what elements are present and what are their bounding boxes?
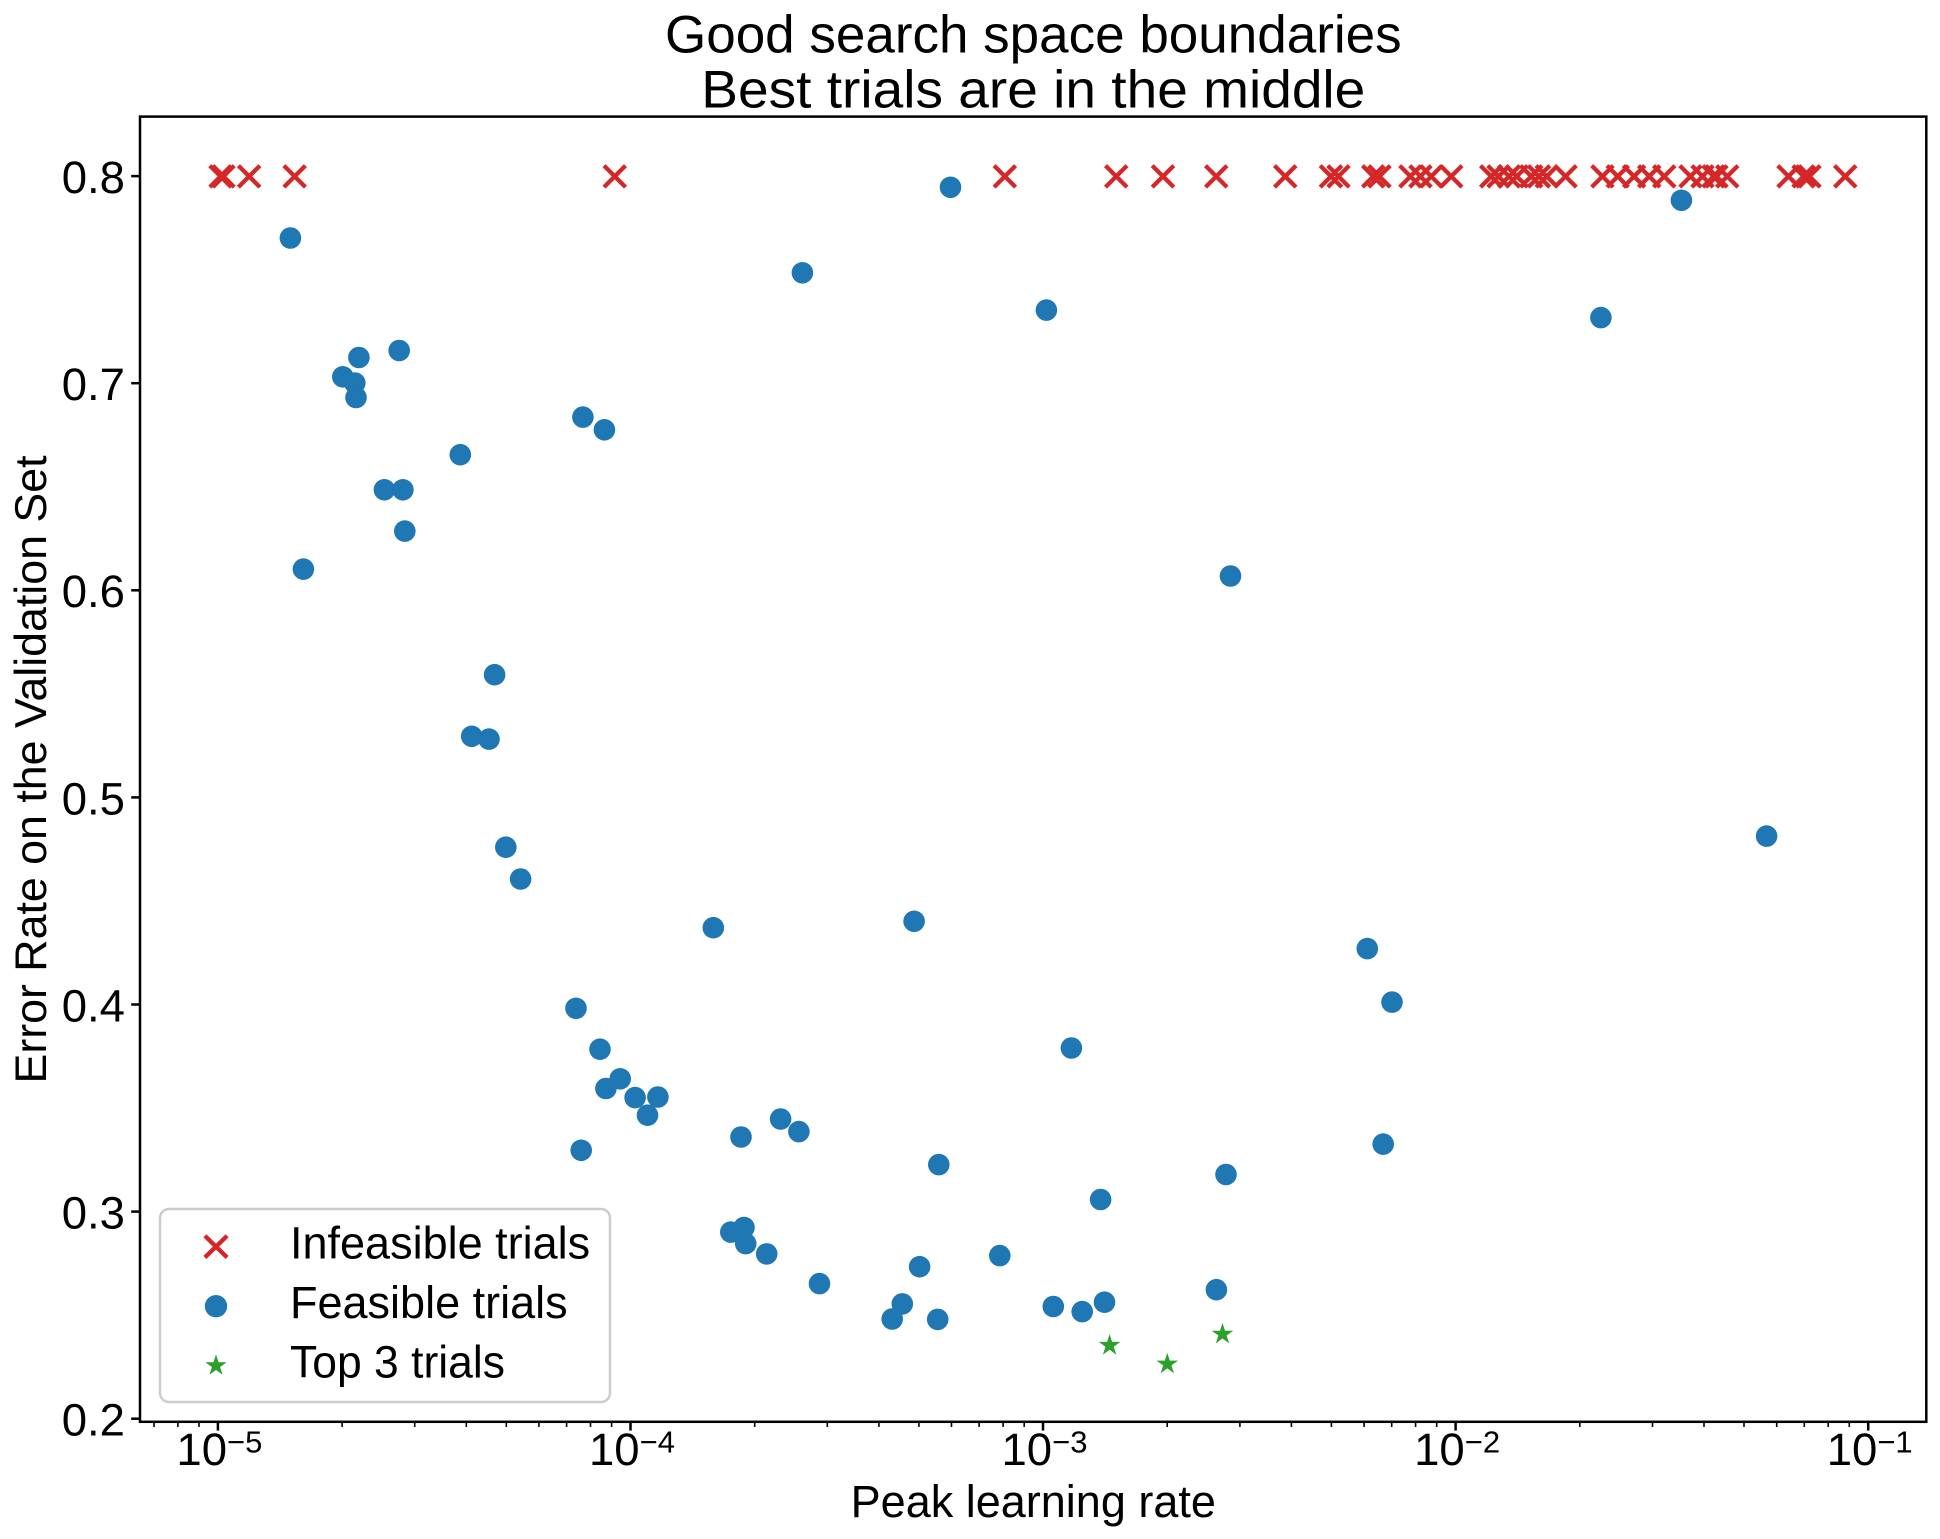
svg-text:0.5: 0.5 bbox=[62, 773, 125, 824]
svg-text:Infeasible trials: Infeasible trials bbox=[290, 1218, 590, 1269]
svg-text:Peak learning rate: Peak learning rate bbox=[851, 1476, 1216, 1527]
svg-text:0.4: 0.4 bbox=[62, 980, 125, 1031]
svg-text:0.2: 0.2 bbox=[62, 1395, 125, 1446]
svg-text:Best trials are in the middle: Best trials are in the middle bbox=[701, 61, 1365, 120]
svg-text:Error Rate on the Validation S: Error Rate on the Validation Set bbox=[7, 455, 56, 1084]
svg-text:0.8: 0.8 bbox=[62, 152, 125, 203]
svg-text:0.6: 0.6 bbox=[62, 566, 125, 617]
svg-text:0.7: 0.7 bbox=[62, 359, 125, 410]
svg-text:Good search space boundaries: Good search space boundaries bbox=[665, 6, 1402, 65]
svg-text:0.3: 0.3 bbox=[62, 1188, 125, 1239]
svg-text:Top 3 trials: Top 3 trials bbox=[290, 1337, 505, 1388]
svg-text:Feasible trials: Feasible trials bbox=[290, 1277, 568, 1328]
